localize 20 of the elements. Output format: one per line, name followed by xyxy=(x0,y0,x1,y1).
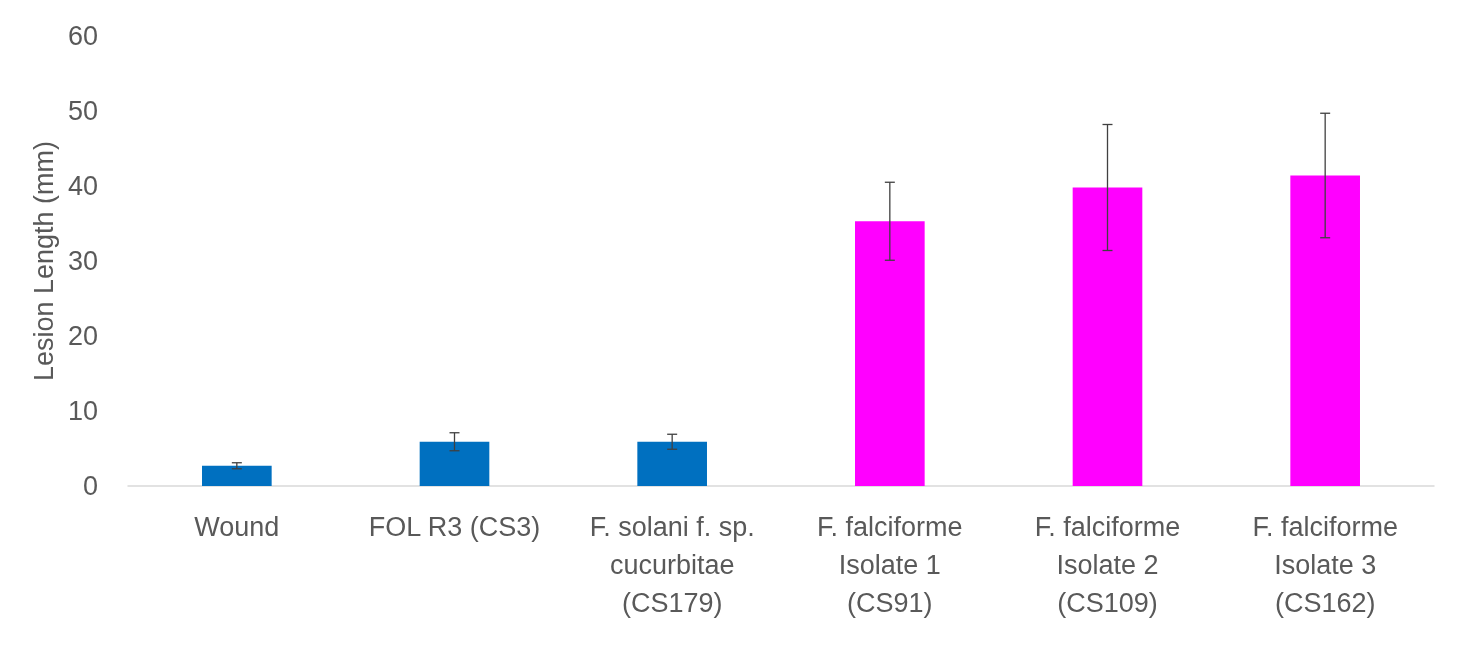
bar xyxy=(202,465,272,486)
y-tick-label: 0 xyxy=(82,471,98,501)
y-tick-label: 40 xyxy=(67,171,98,201)
y-tick-label: 10 xyxy=(67,396,98,426)
y-axis-title: Lesion Length (mm) xyxy=(28,140,59,382)
y-tick-label: 50 xyxy=(67,96,98,126)
x-tick-label: F. falciforme Isolate 2 (CS109) xyxy=(1034,512,1181,618)
x-tick-label: F. solani f. sp. cucurbitae (CS179) xyxy=(589,512,755,618)
x-tick-label: FOL R3 (CS3) xyxy=(368,512,541,542)
bar xyxy=(637,441,707,486)
x-tick-label: F. falciforme Isolate 1 (CS91) xyxy=(817,512,963,618)
x-tick-label: Wound xyxy=(194,512,280,542)
y-tick-label: 30 xyxy=(67,246,98,276)
bar xyxy=(855,221,925,486)
x-tick-label: F. falciforme Isolate 3 (CS162) xyxy=(1252,512,1398,618)
bar xyxy=(1072,187,1143,486)
bar xyxy=(419,441,490,486)
y-tick-label: 20 xyxy=(67,321,98,351)
y-tick-label: 60 xyxy=(67,21,98,51)
bar xyxy=(1290,175,1360,486)
